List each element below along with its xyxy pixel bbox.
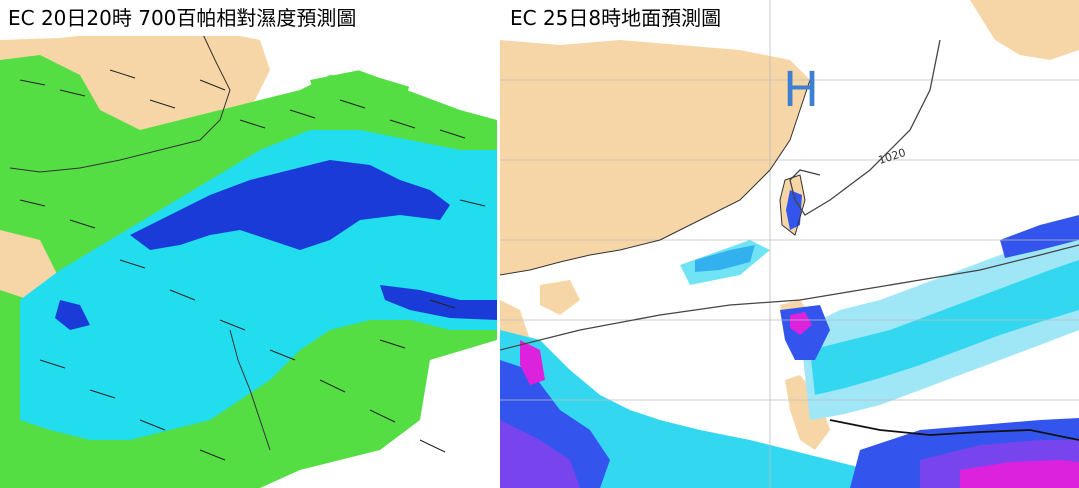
- high-pressure-marker: H: [783, 62, 820, 118]
- humidity-map: [0, 0, 497, 488]
- panel-divider: [497, 0, 500, 488]
- lat-lon-grid: [500, 0, 1079, 488]
- surface-map: [500, 0, 1079, 488]
- humidity-map-panel: EC 20日20時 700百帕相對濕度預測圖: [0, 0, 497, 488]
- humidity-blue-core: [130, 160, 450, 250]
- isobars: [500, 39, 1079, 351]
- surface-map-panel: EC 25日8時地面預測圖 H 1020: [500, 0, 1079, 488]
- precip-cyan-area: [810, 260, 1079, 395]
- humidity-map-title: EC 20日20時 700百帕相對濕度預測圖: [0, 0, 365, 36]
- wind-vectors: [19, 69, 486, 461]
- land-china: [500, 40, 810, 275]
- surface-map-title: EC 25日8時地面預測圖: [500, 0, 732, 36]
